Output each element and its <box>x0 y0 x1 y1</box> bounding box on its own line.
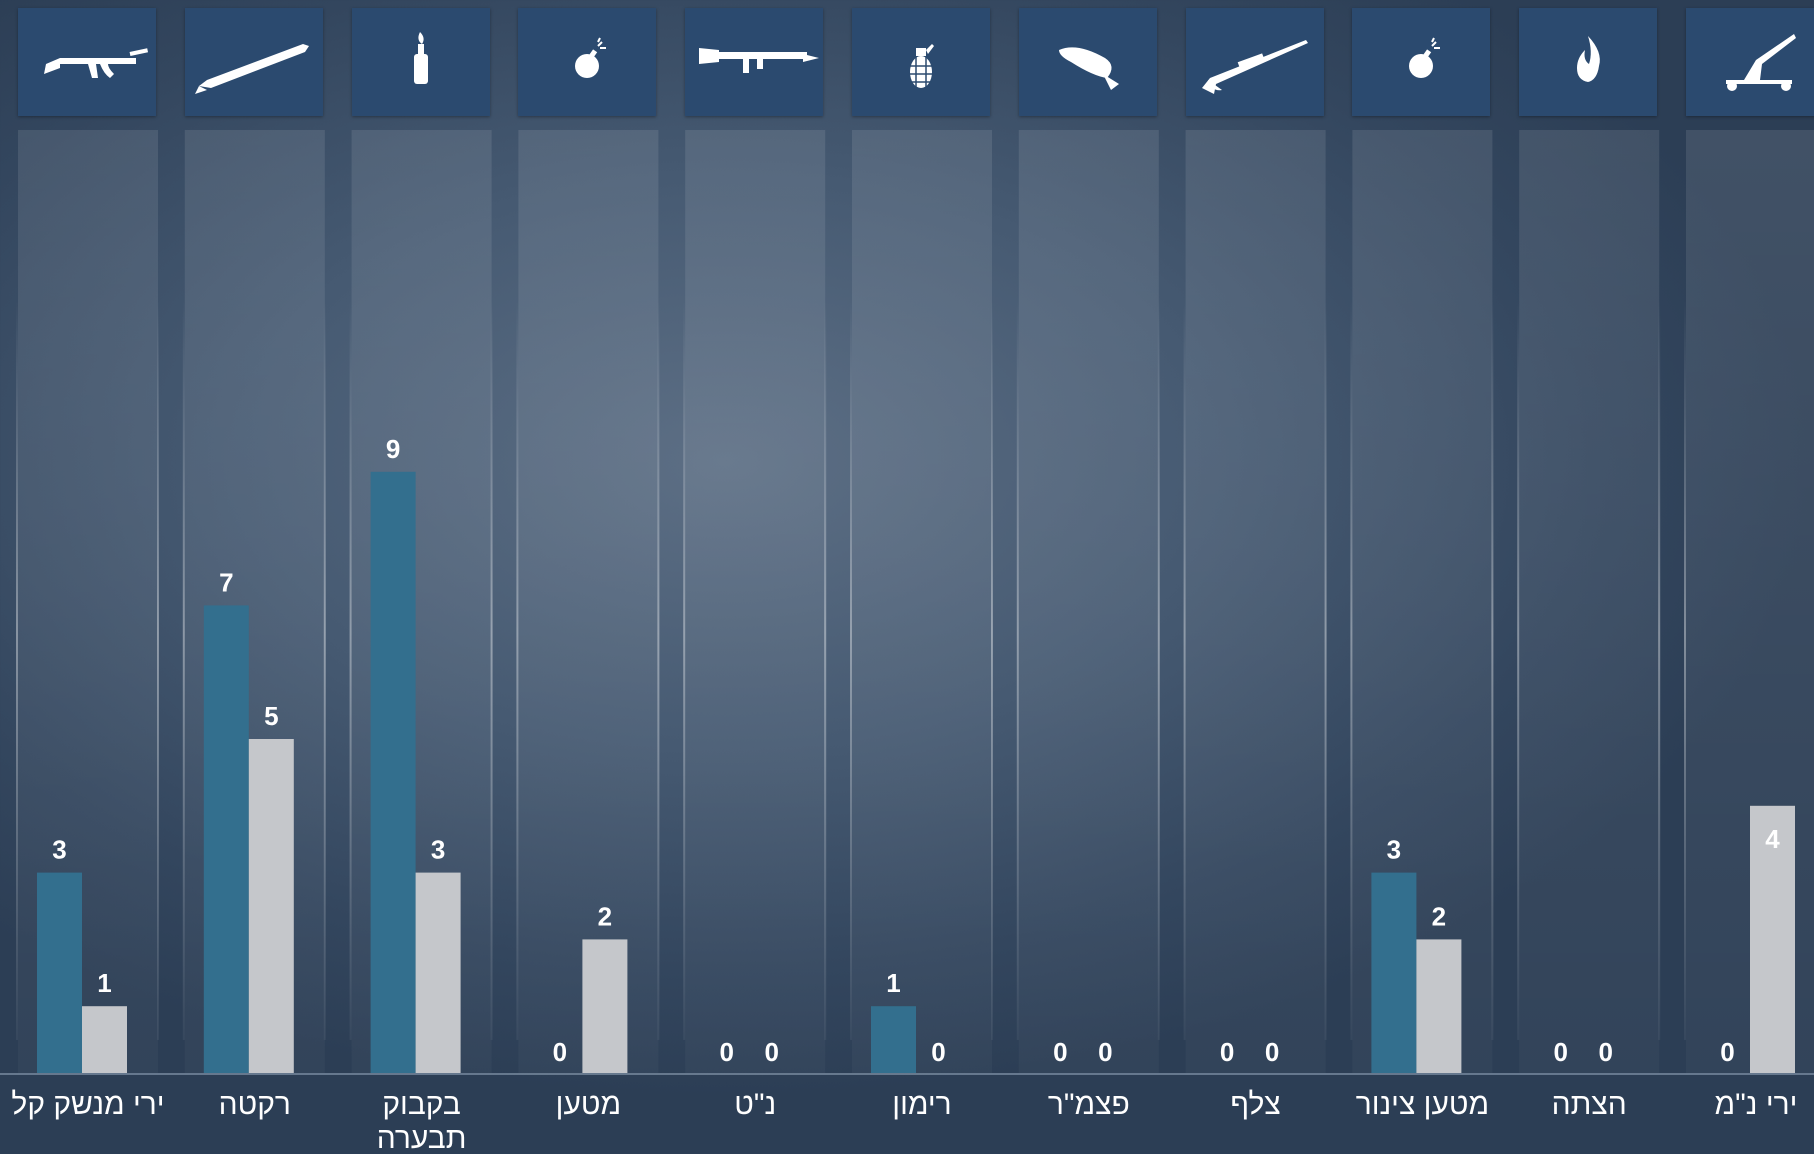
column-separator <box>157 300 159 1040</box>
data-label: 3 <box>1387 835 1401 865</box>
column-separator <box>1016 300 1019 1040</box>
bar-series-b <box>1416 939 1462 1073</box>
category-icon-box <box>685 8 824 116</box>
category-icon-box <box>1185 8 1324 116</box>
rocket-icon <box>194 44 309 94</box>
category-icon-box <box>1686 8 1814 116</box>
bar-series-b <box>82 1006 127 1073</box>
column-separator <box>657 300 660 1040</box>
category-column <box>1519 130 1660 1073</box>
bomb-icon <box>575 37 607 78</box>
column-separator <box>683 300 686 1040</box>
data-label: 1 <box>886 968 900 998</box>
column-separator <box>850 300 852 1040</box>
category-label: ירי מנשק קל <box>11 1088 164 1121</box>
data-label: 3 <box>431 835 445 865</box>
bar-series-a <box>370 471 416 1073</box>
column-separator <box>490 300 493 1040</box>
category-icon-box <box>1519 8 1658 116</box>
category-column <box>1018 130 1159 1073</box>
data-label: 0 <box>1220 1037 1234 1067</box>
sniper-rifle-icon <box>1201 40 1308 94</box>
data-label: 0 <box>719 1037 733 1067</box>
data-label: 0 <box>931 1037 945 1067</box>
data-label: 4 <box>1765 824 1780 854</box>
category-label: פצמ"ר <box>1048 1088 1130 1121</box>
data-label: 7 <box>219 567 233 597</box>
category-icon-box <box>1018 8 1157 116</box>
molotov-bottle-icon <box>413 32 428 84</box>
column-separator <box>991 300 993 1040</box>
data-label: 1 <box>97 968 111 998</box>
column-separator <box>1183 300 1186 1040</box>
category-label: ירי נ"מ <box>1715 1088 1798 1121</box>
hand-grenade-icon <box>910 44 934 88</box>
baseline <box>0 1073 1814 1075</box>
data-label: 2 <box>1432 901 1446 931</box>
data-label: 0 <box>1265 1037 1279 1067</box>
data-label: 0 <box>1720 1037 1734 1067</box>
rpg-launcher-icon <box>699 48 820 73</box>
column-separator <box>1517 300 1520 1040</box>
data-label: 0 <box>1553 1037 1567 1067</box>
column-separator <box>1324 300 1327 1040</box>
anti-aircraft-gun-icon <box>1726 34 1796 91</box>
column-separator <box>349 300 352 1040</box>
fire-icon <box>1577 36 1601 82</box>
mortar-shell-icon <box>1058 47 1119 90</box>
category-label: מטען צינור <box>1356 1088 1489 1121</box>
data-label: 0 <box>1098 1037 1112 1067</box>
column-separator <box>16 300 18 1040</box>
data-label: 5 <box>264 701 278 731</box>
category-column <box>1185 130 1326 1073</box>
column-separator <box>1350 300 1353 1040</box>
bar-series-b <box>582 939 628 1073</box>
bar-series-b <box>415 872 461 1073</box>
column-separator <box>323 300 326 1040</box>
bar-series-b <box>248 739 294 1073</box>
data-label: 0 <box>764 1037 778 1067</box>
column-separator <box>824 300 827 1040</box>
category-icon-box <box>1352 8 1491 116</box>
category-icon-box <box>351 8 490 116</box>
category-icon-box <box>184 8 323 116</box>
category-column <box>852 130 992 1073</box>
category-icon-box <box>852 8 990 116</box>
data-label: 2 <box>598 901 612 931</box>
category-label: הצתה <box>1552 1088 1627 1121</box>
category-column <box>518 130 659 1073</box>
bomb-icon <box>1409 37 1441 78</box>
bar-series-a <box>203 605 249 1073</box>
rifle-icon <box>44 48 149 78</box>
bar-series-a <box>871 1006 916 1073</box>
column-separator <box>516 300 519 1040</box>
data-label: 0 <box>553 1037 567 1067</box>
data-label: 0 <box>1053 1037 1067 1067</box>
category-label: רימון <box>892 1088 951 1121</box>
data-label: 3 <box>52 835 66 865</box>
column-separator <box>1658 300 1661 1040</box>
category-label: מטען <box>556 1088 621 1121</box>
category-column <box>685 130 826 1073</box>
category-icon-row <box>0 0 1814 130</box>
column-separator <box>1157 300 1160 1040</box>
category-icon-box <box>518 8 657 116</box>
column-separator <box>182 300 185 1040</box>
bar-series-a <box>1371 872 1417 1073</box>
category-icon-box <box>18 8 156 116</box>
data-label: 0 <box>1598 1037 1612 1067</box>
category-label: נ"ט <box>734 1088 776 1121</box>
data-label: 9 <box>386 434 400 464</box>
category-label: בקבוק תבערה <box>377 1088 467 1154</box>
bar-series-b <box>1750 805 1795 1073</box>
category-label: רקטה <box>219 1088 291 1121</box>
column-separator <box>1684 300 1686 1040</box>
category-label: צלף <box>1230 1088 1280 1121</box>
bar-series-a <box>37 872 82 1073</box>
column-separator <box>1491 300 1494 1040</box>
